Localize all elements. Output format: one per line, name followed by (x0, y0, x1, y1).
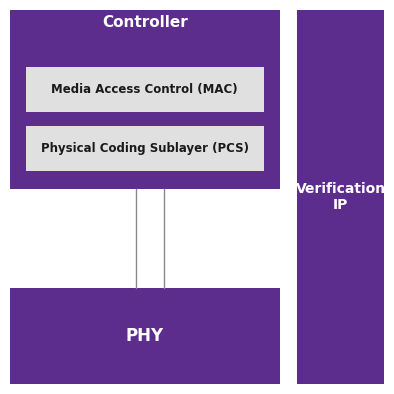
Text: PHY: PHY (126, 327, 164, 345)
Text: Controller: Controller (102, 15, 188, 30)
Bar (26, 126, 264, 171)
Bar (10, 288, 280, 384)
Text: Physical Coding Sublayer (PCS): Physical Coding Sublayer (PCS) (41, 142, 249, 155)
Bar (10, 189, 280, 288)
Text: Verification
IP: Verification IP (296, 182, 386, 212)
Bar (10, 10, 280, 189)
Bar (26, 67, 264, 112)
Bar (297, 10, 384, 384)
Text: Media Access Control (MAC): Media Access Control (MAC) (52, 83, 238, 96)
